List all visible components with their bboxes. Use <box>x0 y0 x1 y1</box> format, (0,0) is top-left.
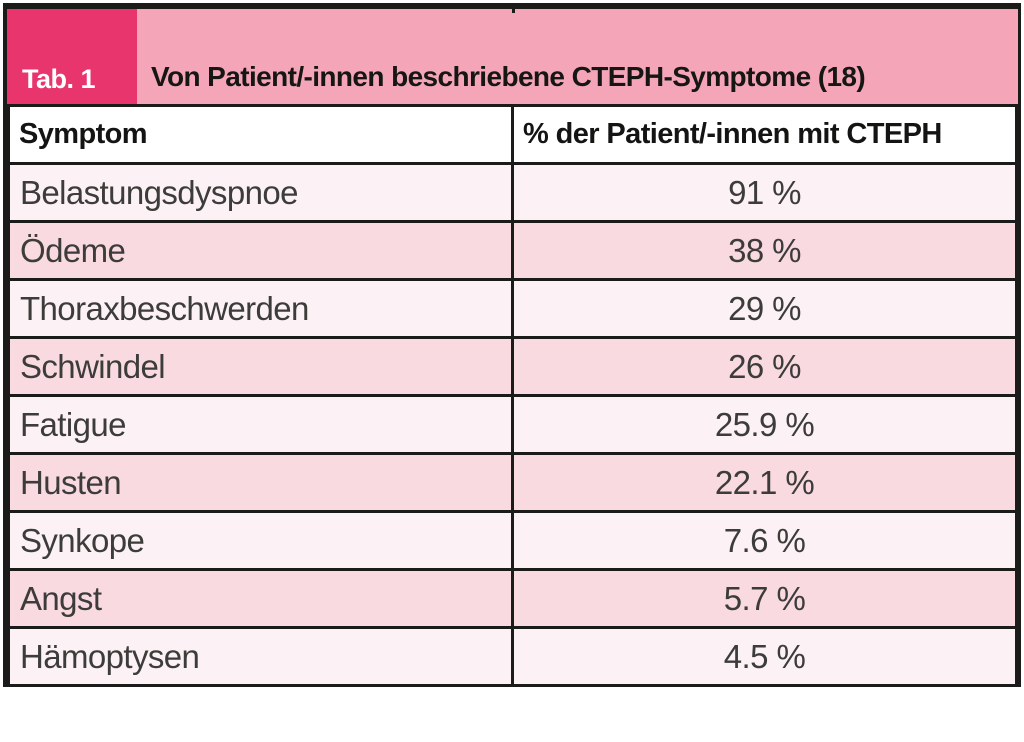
table-row: Ödeme 38 % <box>7 220 1018 281</box>
top-rule <box>7 3 1018 9</box>
value-cell: 25.9 % <box>511 394 1018 455</box>
table-row: Belastungsdyspnoe 91 % <box>7 162 1018 223</box>
tab-number-box: Tab. 1 <box>7 9 137 104</box>
value-cell: 4.5 % <box>511 626 1018 687</box>
symptom-cell: Fatigue <box>7 394 514 455</box>
symptom-cell: Synkope <box>7 510 514 571</box>
column-header-percentage: % der Patient/-innen mit CTEPH <box>511 104 1018 165</box>
table-row: Synkope 7.6 % <box>7 510 1018 571</box>
table-row: Angst 5.7 % <box>7 568 1018 629</box>
symptom-cell: Angst <box>7 568 514 629</box>
symptom-cell: Husten <box>7 452 514 513</box>
table-row: Fatigue 25.9 % <box>7 394 1018 455</box>
table-row: Thoraxbeschwerden 29 % <box>7 278 1018 339</box>
table-row: Schwindel 26 % <box>7 336 1018 397</box>
table-figure: Tab. 1 Von Patient/-innen beschriebene C… <box>3 3 1021 687</box>
value-cell: 91 % <box>511 162 1018 223</box>
value-cell: 38 % <box>511 220 1018 281</box>
value-cell: 26 % <box>511 336 1018 397</box>
symptom-cell: Belastungsdyspnoe <box>7 162 514 223</box>
symptom-cell: Schwindel <box>7 336 514 397</box>
symptom-table: Symptom % der Patient/-innen mit CTEPH B… <box>7 104 1018 687</box>
table-row: Husten 22.1 % <box>7 452 1018 513</box>
column-divider-notch <box>512 8 515 13</box>
value-cell: 29 % <box>511 278 1018 339</box>
table-title: Von Patient/-innen beschriebene CTEPH-Sy… <box>151 61 866 92</box>
value-cell: 5.7 % <box>511 568 1018 629</box>
symptom-cell: Thoraxbeschwerden <box>7 278 514 339</box>
symptom-cell: Ödeme <box>7 220 514 281</box>
header-row: Symptom % der Patient/-innen mit CTEPH <box>7 104 1018 165</box>
column-header-symptom: Symptom <box>7 104 514 165</box>
symptom-cell: Hämoptysen <box>7 626 514 687</box>
table-row: Hämoptysen 4.5 % <box>7 626 1018 687</box>
value-cell: 7.6 % <box>511 510 1018 571</box>
value-cell: 22.1 % <box>511 452 1018 513</box>
table-caption-band: Tab. 1 Von Patient/-innen beschriebene C… <box>7 8 1018 104</box>
tab-number-label: Tab. 1 <box>22 64 96 94</box>
